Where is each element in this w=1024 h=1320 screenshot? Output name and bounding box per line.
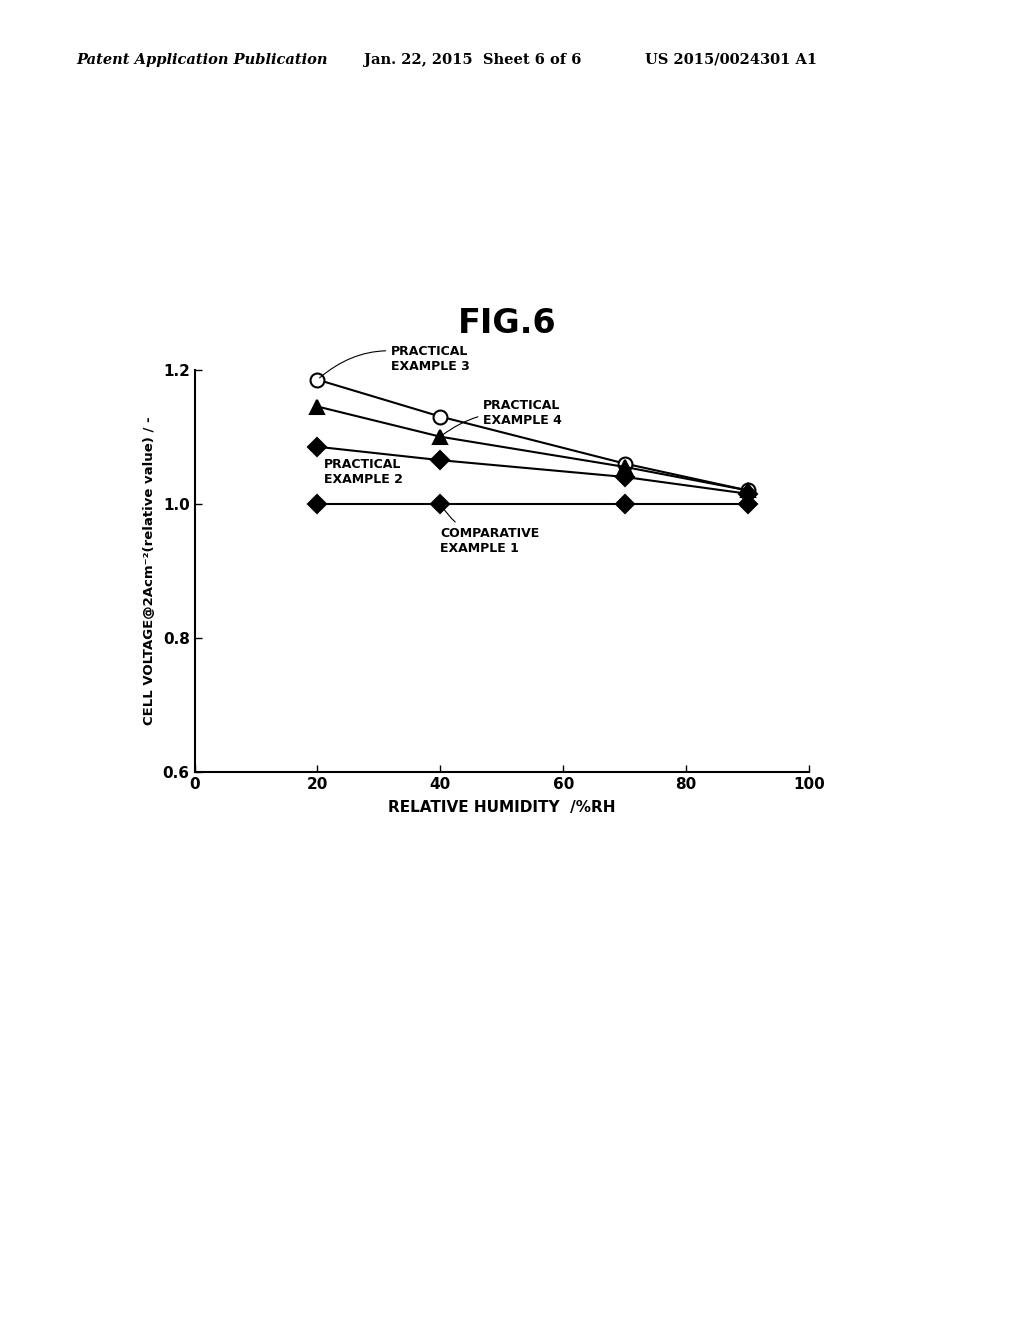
Text: Jan. 22, 2015  Sheet 6 of 6: Jan. 22, 2015 Sheet 6 of 6 [364,53,581,67]
X-axis label: RELATIVE HUMIDITY  /%RH: RELATIVE HUMIDITY /%RH [388,800,615,816]
Text: COMPARATIVE
EXAMPLE 1: COMPARATIVE EXAMPLE 1 [440,506,540,554]
Text: PRACTICAL
EXAMPLE 2: PRACTICAL EXAMPLE 2 [324,458,402,486]
Text: US 2015/0024301 A1: US 2015/0024301 A1 [645,53,817,67]
Text: PRACTICAL
EXAMPLE 4: PRACTICAL EXAMPLE 4 [442,399,562,436]
Y-axis label: CELL VOLTAGE@2Acm⁻²(relative value) / -: CELL VOLTAGE@2Acm⁻²(relative value) / - [142,417,156,725]
Text: Patent Application Publication: Patent Application Publication [77,53,329,67]
Text: PRACTICAL
EXAMPLE 3: PRACTICAL EXAMPLE 3 [319,345,470,378]
Text: FIG.6: FIG.6 [458,306,556,339]
